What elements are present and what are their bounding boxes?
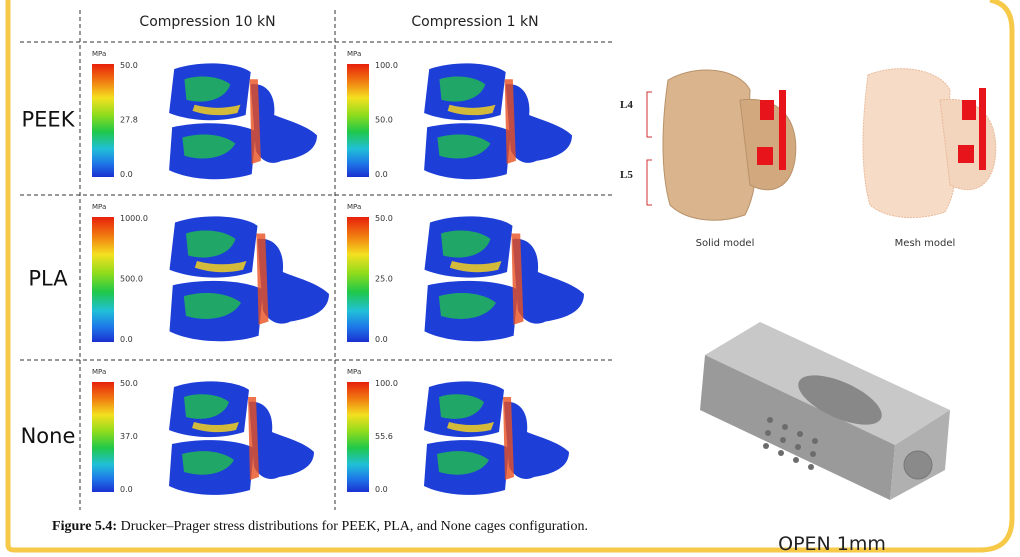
level-label: L5 [620, 169, 633, 181]
vertebra-stress-map [169, 63, 317, 179]
colorbar [347, 382, 369, 492]
colorbar [92, 217, 114, 342]
scale-label: 0.0 [120, 485, 133, 494]
vertebra-stress-map [424, 63, 572, 179]
scale-label: 0.0 [120, 170, 133, 179]
row-label: PEEK [22, 108, 76, 132]
figure-panel: Compression 10 kN Compression 1 kN PEEK MPa… [20, 10, 615, 510]
colorbar [347, 217, 369, 342]
caption-text: Drucker–Prager stress distributions for … [121, 519, 588, 534]
scale-unit: MPa [347, 50, 361, 58]
scale-unit: MPa [347, 203, 361, 211]
scale-unit: MPa [92, 50, 106, 58]
vertebra-stress-map [170, 216, 330, 341]
scale-label: 50.0 [120, 61, 138, 70]
scale-label: 0.0 [375, 170, 388, 179]
column-header: Compression 10 kN [139, 14, 275, 30]
vertebra-stress-map [169, 381, 314, 495]
colorbar [92, 382, 114, 492]
vertebra-stress-map [424, 381, 569, 495]
scale-label: 37.0 [120, 432, 138, 441]
colorbar [347, 64, 369, 177]
mesh-model: Mesh model [863, 69, 996, 249]
solid-model: L4 L5 Solid model [620, 70, 796, 249]
model-label: Mesh model [895, 238, 956, 249]
scale-label: 50.0 [375, 116, 393, 125]
scale-label: 55.6 [375, 432, 393, 441]
scale-label: 500.0 [120, 275, 143, 284]
scale-label: 0.0 [375, 485, 388, 494]
scale-label: 0.0 [375, 335, 388, 344]
scale-label: 25.0 [375, 275, 393, 284]
scale-label: 27.8 [120, 116, 138, 125]
level-label: L4 [620, 99, 633, 111]
cage-label: OPEN 1mm [778, 533, 886, 555]
caption-label: Figure 5.4: [52, 519, 117, 534]
model-label: Solid model [696, 238, 755, 249]
vertebra-stress-map [425, 216, 585, 341]
scale-unit: MPa [92, 203, 106, 211]
scale-label: 100.0 [375, 379, 398, 388]
scale-unit: MPa [92, 368, 106, 376]
caption-line: Figure 5.4: Drucker–Prager stress distri… [52, 519, 588, 534]
scale-label: 1000.0 [120, 214, 148, 223]
page: Compression 10 kN Compression 1 kN PEEK MPa… [0, 0, 1020, 557]
cage-model: OPEN 1mm [700, 322, 950, 555]
scale-label: 50.0 [375, 214, 393, 223]
scale-label: 50.0 [120, 379, 138, 388]
scale-label: 100.0 [375, 61, 398, 70]
scale-label: 0.0 [120, 335, 133, 344]
colorbar [92, 64, 114, 177]
scale-unit: MPa [347, 368, 361, 376]
row-label: PLA [28, 267, 68, 291]
column-header: Compression 1 kN [411, 14, 538, 30]
row-label: None [21, 424, 76, 448]
